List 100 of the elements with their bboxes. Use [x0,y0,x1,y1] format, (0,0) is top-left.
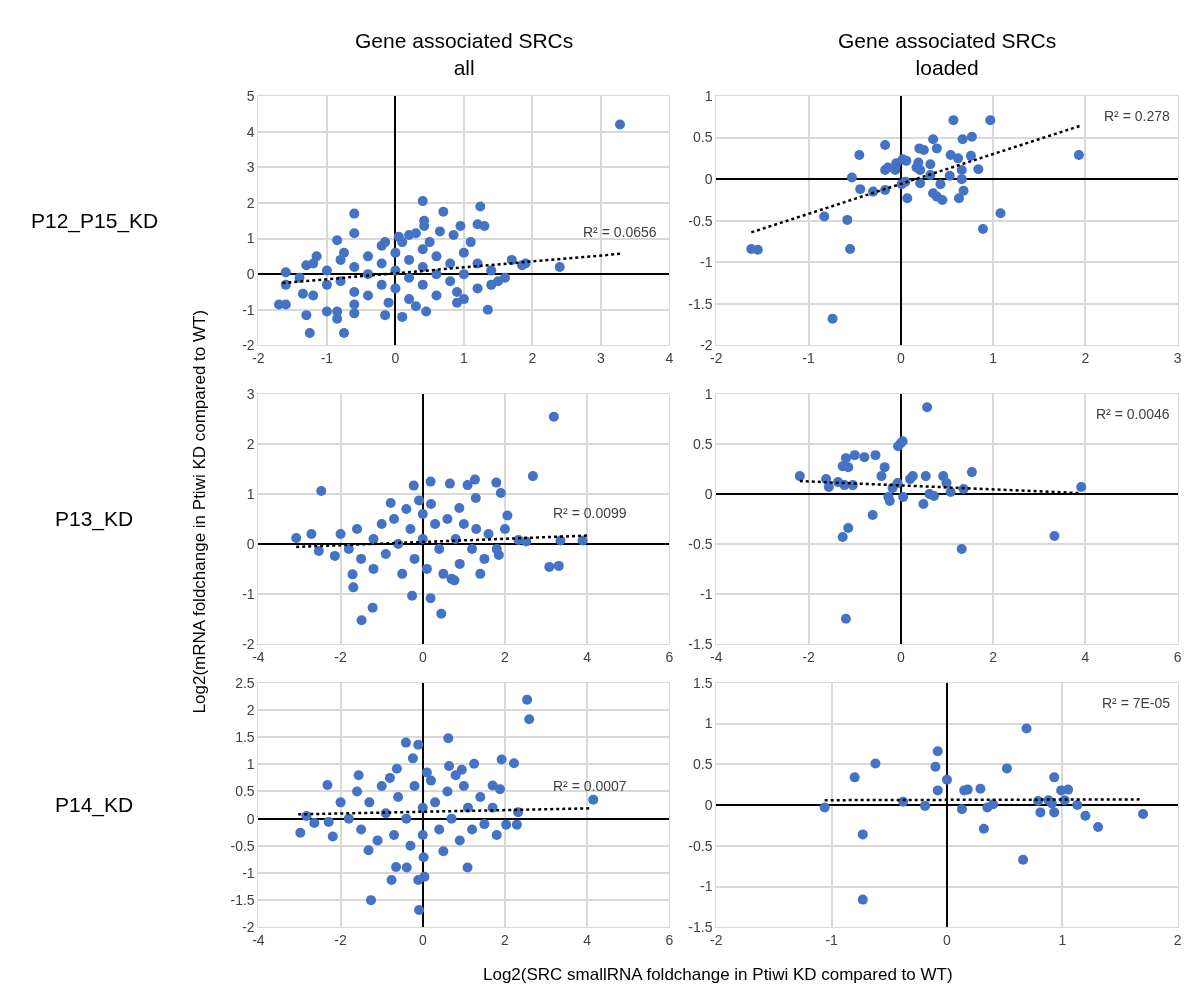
y-tick-label: -1 [242,864,255,881]
point [988,799,999,810]
point [845,243,856,254]
point [794,471,805,482]
point [956,165,967,176]
point [837,531,848,542]
point [901,155,912,166]
point [965,150,976,161]
y-tick-label: -1 [700,254,713,271]
annotation: R² = 0.0656 [583,224,657,240]
y-tick-label: 1 [246,230,255,247]
x-tick-label: 1 [989,350,998,367]
point [930,761,941,772]
point [823,482,834,493]
y-tick-label: 2.5 [235,674,255,691]
point [953,193,964,204]
y-tick-label: 0.5 [693,436,713,453]
y-tick-label: 1 [704,386,713,403]
y-tick-label: 2 [246,436,255,453]
point [956,804,967,815]
point [840,613,851,624]
point [855,184,866,195]
point [953,153,964,164]
y-axis-title: Log2(mRNA foldchange in Ptiwi KD compared to WT) [190,309,210,714]
x-tick-label: 2 [1081,350,1090,367]
point [985,115,996,126]
y-tick-label: -2 [242,337,255,354]
text: P12_P15_KD [31,209,159,233]
point [920,471,931,482]
x-tick-label: 0 [896,350,905,367]
point [929,491,940,502]
point [859,452,870,463]
point [884,496,895,507]
point [956,543,967,554]
y-tick-label: 2 [246,701,255,718]
y-tick-label: -0.5 [688,837,713,854]
x-tick-label: 0 [896,648,905,665]
point [1076,482,1087,493]
point [1049,807,1060,818]
chart-title: Gene associated SRCs loaded [838,29,1057,80]
y-tick-label: -0.5 [688,212,713,229]
x-tick-label: -2 [334,648,348,665]
y-tick-label: -2 [700,337,713,354]
annotation: R² = 0.0046 [1096,406,1170,422]
point [1063,784,1074,795]
point [935,179,946,190]
point [1018,854,1029,865]
point [932,785,943,796]
x-tick-label: -4 [252,932,265,949]
x-tick-label: 4 [665,350,674,367]
y-tick-label: -1.5 [688,295,713,312]
x-tick-label: 6 [665,932,674,949]
y-tick-label: -2 [242,919,255,936]
x-tick-label: 6 [1173,648,1182,665]
point [849,772,860,783]
point [937,194,948,205]
x-tick-label: 0 [943,932,952,949]
point [827,313,838,324]
text: P14_KD [55,793,134,817]
x-tick-label: 0 [418,648,427,665]
y-tick-label: 0 [704,485,713,502]
point [898,492,909,503]
point [1049,772,1060,783]
x-tick-label: 4 [583,648,592,665]
y-tick-label: 1.5 [693,674,713,691]
y-tick-label: -0.5 [688,535,713,552]
y-tick-label: -1.5 [230,892,255,909]
point [870,758,881,769]
x-tick-label: 6 [665,648,674,665]
x-tick-label: 1 [459,350,468,367]
y-tick-label: 0 [246,266,255,283]
annotation: R² = 0.278 [1104,108,1170,124]
x-tick-label: -4 [710,648,723,665]
point [918,499,929,510]
point [920,800,931,811]
point [842,214,853,225]
y-tick-label: 0 [246,535,255,552]
y-tick-label: -1 [242,301,255,318]
x-tick-label: 2 [989,648,998,665]
x-tick-label: 4 [583,932,592,949]
x-tick-label: -4 [252,648,265,665]
y-tick-label: -0.5 [230,837,255,854]
y-tick-label: -1 [700,585,713,602]
y-tick-label: -2 [242,635,255,652]
y-tick-label: 0.5 [235,783,255,800]
x-tick-label: 1 [1058,932,1067,949]
point [880,140,891,151]
point [966,467,977,478]
point [870,450,881,461]
point [973,164,984,175]
y-tick-label: 0.5 [693,129,713,146]
x-tick-label: -1 [320,350,334,367]
y-tick-label: 0 [704,171,713,188]
annotation: R² = 0.0099 [553,505,627,521]
point [956,174,967,185]
y-tick-label: 1 [246,756,255,773]
y-tick-label: -1 [242,585,255,602]
point [925,159,936,170]
x-tick-label: 3 [1173,350,1182,367]
point [1138,809,1149,820]
